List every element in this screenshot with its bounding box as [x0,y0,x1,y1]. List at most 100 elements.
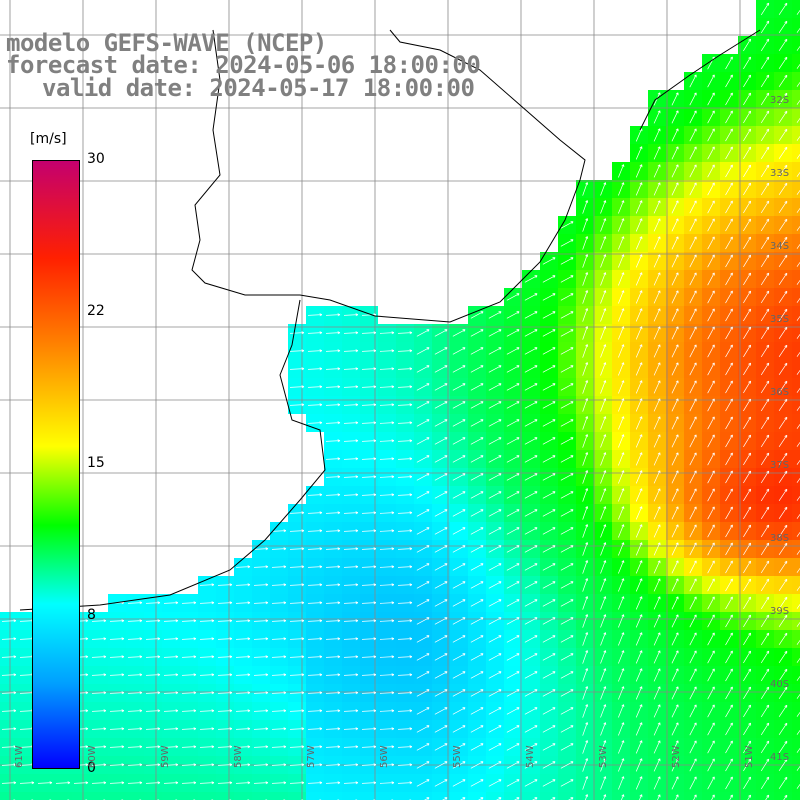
wind-arrow [416,599,430,607]
wind-arrow [253,763,269,767]
wind-arrow [379,511,395,515]
wind-arrow [91,655,107,659]
wind-arrow [560,617,574,625]
wind-arrow [653,110,661,124]
wind-arrow [550,797,556,800]
field-cell [18,792,36,800]
wind-arrow [796,621,800,627]
wind-arrow [542,527,556,535]
wind-arrow [416,473,430,481]
wind-arrow [470,527,484,535]
wind-arrow [743,290,751,304]
wind-arrow [743,614,751,628]
wind-arrow [796,171,800,177]
wind-arrow [361,457,377,461]
wind-arrow [253,781,269,785]
wind-arrow [127,781,143,785]
field-cell [702,792,720,800]
field-cell [360,792,378,800]
field-cell [252,792,270,800]
wind-arrow [778,740,788,754]
wind-arrow [778,20,788,34]
wind-arrow [778,128,788,142]
wind-arrow [524,761,538,769]
wind-arrow [796,603,800,609]
wind-arrow [343,691,359,695]
wind-arrow [707,758,715,772]
wind-arrow [760,326,770,340]
wind-arrow [361,475,377,479]
wind-arrow [470,761,484,769]
wind-arrow [506,293,520,301]
field-cell [792,612,800,630]
wind-arrow [560,239,574,247]
wind-arrow [470,599,484,607]
field-cell [0,792,18,800]
wind-arrow [542,293,556,301]
wind-arrow [307,619,323,623]
wind-arrow [542,347,556,355]
wind-arrow [796,405,800,411]
wind-arrow [653,128,661,142]
wind-arrow [707,434,715,448]
wind-arrow [506,383,520,391]
wind-arrow [361,493,377,497]
wind-arrow [343,673,359,677]
wind-arrow [397,349,413,353]
wind-arrow [582,182,589,196]
wind-arrow [635,506,643,520]
wind-arrow [778,506,788,520]
wind-arrow [600,326,607,340]
wind-arrow [600,416,607,430]
wind-arrow [743,434,751,448]
field-cell [684,792,702,800]
wind-arrow [743,308,751,322]
wind-arrow [671,434,679,448]
wind-arrow [707,722,715,736]
wind-arrow [560,401,574,409]
field-cell [378,792,396,800]
field-cell [792,468,800,486]
wind-arrow [600,578,607,592]
wind-arrow [600,344,607,358]
field-cell [792,342,800,360]
wind-arrow [653,200,661,214]
wind-arrow [253,745,269,749]
longitude-label: 52W [671,745,682,768]
wind-arrow [671,776,679,790]
wind-arrow [542,653,556,661]
wind-arrow [361,547,377,551]
field-cell [792,576,800,594]
wind-arrow [542,563,556,571]
field-cell [630,792,648,800]
wind-arrow [542,725,556,733]
wind-arrow [289,781,305,785]
wind-arrow [689,614,697,628]
wind-arrow [760,146,770,160]
wind-arrow [671,128,679,142]
wind-arrow [743,776,751,790]
wind-arrow [689,776,697,790]
wind-arrow [397,493,413,497]
wind-arrow [653,722,661,736]
wind-arrow [584,794,589,800]
wind-arrow [725,668,733,682]
field-cell [792,198,800,216]
field-cell [792,432,800,450]
wind-arrow [743,704,751,718]
wind-arrow [452,347,466,355]
wind-arrow [460,797,466,800]
field-cell [792,72,800,90]
wind-arrow [635,614,643,628]
wind-arrow [397,655,413,659]
wind-arrow [488,689,502,697]
wind-arrow [109,691,125,695]
wind-arrow [635,308,643,322]
wind-arrow [689,470,697,484]
field-cell [576,792,594,800]
wind-arrow [343,727,359,731]
wind-arrow [778,650,788,664]
colorbar-tick-8: 8 [87,607,96,623]
wind-arrow [181,673,197,677]
wind-arrow [434,671,448,679]
